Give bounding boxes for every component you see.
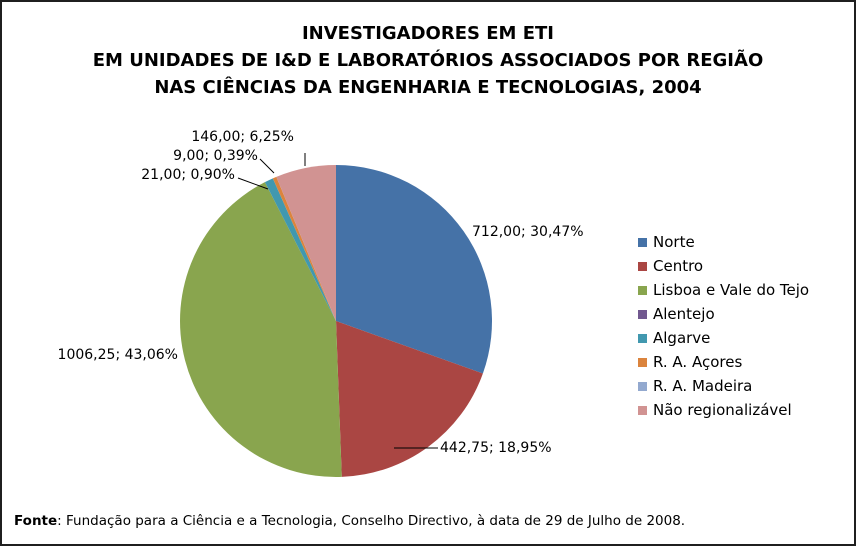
data-label-norte: 712,00; 30,47%: [472, 224, 584, 240]
pie-slice-lisboa-e-vale-do-tejo: [180, 182, 342, 477]
legend-item-norte: Norte: [638, 230, 809, 254]
legend-swatch: [638, 285, 647, 295]
source-text: : Fundação para a Ciência e a Tecnologia…: [57, 513, 686, 529]
legend-label: R. A. Madeira: [653, 377, 753, 395]
pie-slice-centro: [336, 321, 483, 477]
legend-label: Centro: [653, 257, 704, 275]
legend-label: Alentejo: [653, 305, 715, 323]
data-label-lisboa-e-vale-do-tejo: 1006,25; 43,06%: [58, 347, 178, 363]
legend-item-r-a-madeira: R. A. Madeira: [638, 374, 809, 398]
legend-item-alentejo: Alentejo: [638, 302, 809, 326]
chart-title-line-3: NAS CIÊNCIAS DA ENGENHARIA E TECNOLOGIAS…: [154, 77, 702, 98]
source-note: Fonte: Fundação para a Ciência e a Tecno…: [14, 513, 685, 529]
chart-title-line-1: INVESTIGADORES EM ETI: [301, 23, 554, 44]
chart-title-line-2: EM UNIDADES DE I&D E LABORATÓRIOS ASSOCI…: [92, 50, 764, 71]
legend: Norte Centro Lisboa e Vale do Tejo Alentejo…: [638, 230, 809, 422]
leader-line-algarve: [237, 177, 269, 190]
pie-slice-norte: [336, 165, 493, 374]
legend-swatch: [638, 333, 647, 343]
legend-swatch: [638, 405, 647, 415]
leader-line-r-a-acores: [259, 158, 275, 174]
legend-item-centro: Centro: [638, 254, 809, 278]
legend-label: Algarve: [653, 329, 711, 347]
legend-item-lisboa-e-vale-do-tejo: Lisboa e Vale do Tejo: [638, 278, 809, 302]
data-label-centro: 442,75; 18,95%: [440, 440, 552, 456]
pie-slice-nao-regionalizavel: [276, 165, 336, 321]
pie-slice-algarve: [264, 178, 336, 321]
legend-swatch: [638, 381, 647, 391]
data-label-r-a-acores: 9,00; 0,39%: [173, 148, 258, 164]
legend-swatch: [638, 357, 647, 367]
legend-swatch: [638, 309, 647, 319]
legend-label: Não regionalizável: [653, 401, 792, 419]
legend-label: Norte: [653, 233, 695, 251]
legend-item-nao-regionalizavel: Não regionalizável: [638, 398, 809, 422]
legend-swatch: [638, 261, 647, 271]
pie-slice-r-a-acores: [272, 176, 336, 321]
legend-item-algarve: Algarve: [638, 326, 809, 350]
legend-item-r-a-acores: R. A. Açores: [638, 350, 809, 374]
legend-label: Lisboa e Vale do Tejo: [653, 281, 810, 299]
data-label-algarve: 21,00; 0,90%: [141, 167, 235, 183]
chart-title: INVESTIGADORES EM ETI EM UNIDADES DE I&D…: [2, 20, 854, 101]
data-label-nao-regionalizavel: 146,00; 6,25%: [191, 129, 294, 145]
legend-swatch: [638, 237, 647, 247]
legend-label: R. A. Açores: [653, 353, 743, 371]
source-label: Fonte: [14, 513, 58, 529]
